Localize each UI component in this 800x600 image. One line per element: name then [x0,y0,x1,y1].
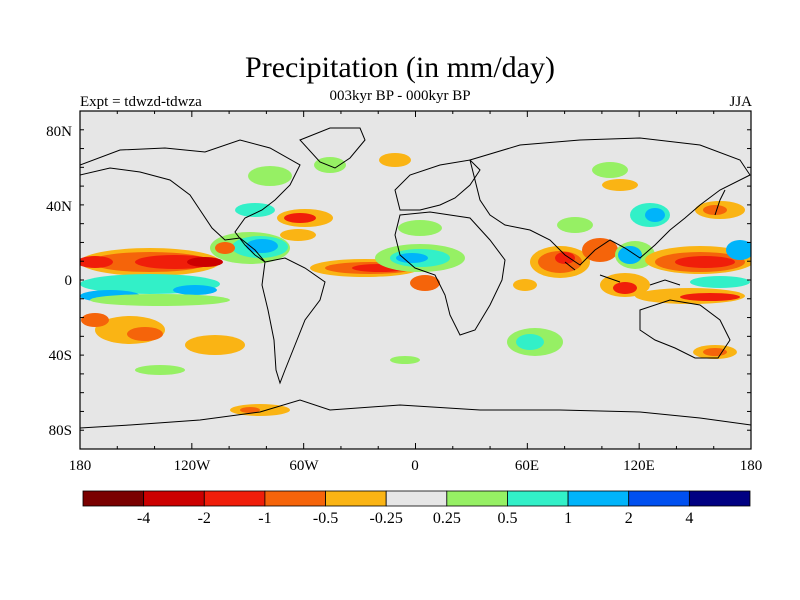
colorbar-label: -4 [137,510,150,527]
anomaly-patch [185,335,245,355]
lon-tick-label: 0 [411,458,419,474]
anomaly-patch [703,205,727,215]
lon-tick-label: 60E [515,458,539,474]
colorbar-swatch [82,490,145,507]
anomaly-patch [690,276,750,288]
lat-tick-label: 80S [49,423,72,439]
anomaly-patch [390,356,420,364]
anomaly-patch [240,407,260,413]
anomaly-patch [235,203,275,217]
anomaly-patch [592,162,628,178]
colorbar-swatch [203,490,266,507]
greenland-coast [299,127,366,169]
anomaly-patch [398,220,442,236]
colorbar-label: -0.5 [313,510,338,527]
anomaly-patch [618,246,642,264]
anomaly-patch [314,157,346,173]
asia-coast [469,137,751,266]
lat-tick-label: 80N [46,124,72,140]
islands-coast [564,189,726,286]
anomaly-patch [215,242,235,254]
lon-tick-label: 60W [289,458,319,474]
south-america-coast [261,257,326,385]
colorbar-swatch [385,490,448,507]
anomaly-patch [379,153,411,167]
colorbar: -4 -2 -1 -0.5 -0.25 0.25 0.5 1 2 4 [82,490,751,527]
anomaly-patch [284,213,316,223]
anomaly-patch [675,256,735,268]
anomaly-patch [173,285,217,295]
anomaly-patch [613,282,637,294]
anomaly-patch [248,166,292,186]
colorbar-swatch [688,490,751,507]
colorbar-label: -0.25 [370,510,403,527]
colorbar-swatch [507,490,569,507]
australia-coast [639,299,731,359]
anomaly-patch [582,238,618,262]
colorbar-label: 0.25 [433,510,461,527]
chart-title: Precipitation (in mm/day) [245,51,555,84]
colorbar-label: 1 [564,510,572,527]
europe-coast [394,159,481,211]
north-america-coast [80,139,301,263]
africa-coast [394,211,506,336]
anomaly-patch [726,240,751,260]
anomaly-patch [127,327,163,341]
colorbar-swatch [264,490,326,507]
lat-tick-label: 40N [46,199,72,215]
coastlines [80,127,751,429]
anomaly-patch [513,279,537,291]
colorbar-label: -2 [198,510,211,527]
lon-tick-label: 180 [740,458,763,474]
lat-tick-label: 0 [65,273,73,289]
lon-tick-label: 120W [174,458,212,474]
anomaly-patch [680,293,740,301]
antarctica-coast [80,399,751,429]
colorbar-label: 0.5 [497,510,517,527]
colorbar-label: -1 [258,510,271,527]
anomaly-patch [557,217,593,233]
colorbar-swatch [567,490,630,507]
anomaly-patch [135,365,185,375]
experiment-label: Expt = tdwzd-tdwza [80,94,202,110]
anomaly-patch [90,294,230,306]
anomaly-patch [81,313,109,327]
anomaly-patch [555,252,575,264]
colorbar-swatch [628,490,690,507]
lon-tick-labels: 180 120W 60W 0 60E 120E 180 [69,458,763,474]
tick-marks [79,110,752,450]
lon-tick-label: 180 [69,458,92,474]
anomaly-patch [396,253,428,263]
lat-tick-label: 40S [49,348,72,364]
lat-tick-labels: 80N 40N 0 40S 80S [46,124,72,439]
anomaly-patch [410,275,440,291]
season-label: JJA [729,94,752,110]
anomaly-patch [280,229,316,241]
anomaly-patch [645,208,665,222]
colorbar-label: 4 [685,510,693,527]
colorbar-swatch [143,490,205,507]
lon-tick-label: 120E [623,458,655,474]
colorbar-label: 2 [625,510,633,527]
anomaly-patch [516,334,544,350]
anomaly-patch [187,257,223,267]
anomaly-patch [602,179,638,191]
colorbar-swatch [325,490,387,507]
colorbar-swatch [446,490,508,507]
chart-subtitle: 003kyr BP - 000kyr BP [329,88,471,104]
anomaly-patch [80,256,113,268]
anomaly-field [80,127,751,429]
